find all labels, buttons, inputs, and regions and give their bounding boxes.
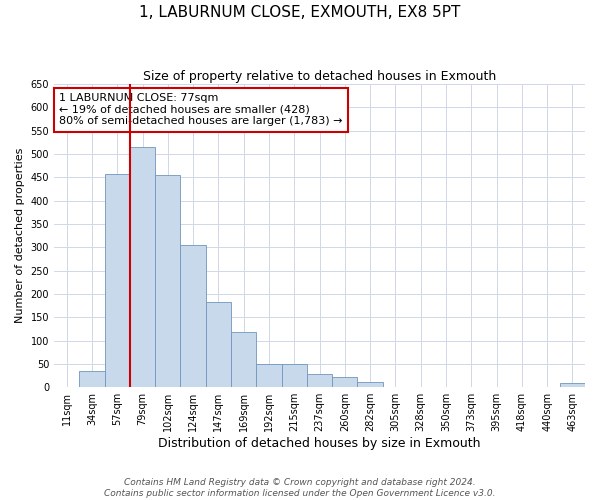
Bar [155, 175, 181, 387]
Bar [281, 364, 307, 387]
Text: 1, LABURNUM CLOSE, EXMOUTH, EX8 5PT: 1, LABURNUM CLOSE, EXMOUTH, EX8 5PT [139, 5, 461, 20]
Bar [231, 332, 256, 387]
Bar [332, 377, 358, 387]
Bar [130, 147, 155, 387]
Bar [79, 371, 104, 387]
Y-axis label: Number of detached properties: Number of detached properties [15, 148, 25, 324]
Title: Size of property relative to detached houses in Exmouth: Size of property relative to detached ho… [143, 70, 496, 83]
Bar [181, 245, 206, 387]
Text: Contains HM Land Registry data © Crown copyright and database right 2024.
Contai: Contains HM Land Registry data © Crown c… [104, 478, 496, 498]
Bar [206, 302, 231, 387]
Text: 1 LABURNUM CLOSE: 77sqm
← 19% of detached houses are smaller (428)
80% of semi-d: 1 LABURNUM CLOSE: 77sqm ← 19% of detache… [59, 94, 343, 126]
Bar [104, 174, 130, 387]
Bar [560, 384, 585, 387]
Bar [256, 364, 281, 387]
Bar [307, 374, 332, 387]
Bar [358, 382, 383, 387]
X-axis label: Distribution of detached houses by size in Exmouth: Distribution of detached houses by size … [158, 437, 481, 450]
